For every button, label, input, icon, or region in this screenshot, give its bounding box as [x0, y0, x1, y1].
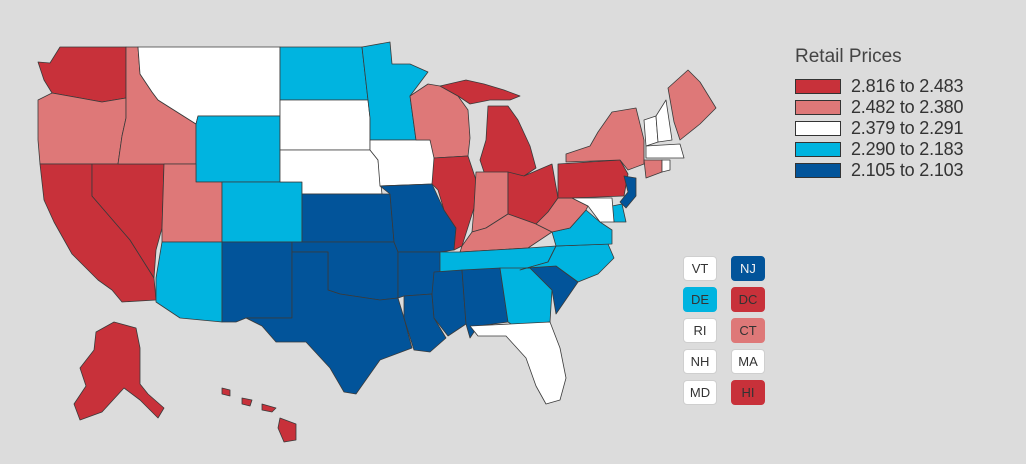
state-hi[interactable]: [221, 387, 297, 443]
small-state-boxes: VT NJ DE DC RI CT NH MA MD HI: [683, 256, 765, 405]
states-layer: [37, 41, 717, 443]
legend-label: 2.290 to 2.183: [851, 139, 964, 159]
state-box-dc[interactable]: DC: [731, 287, 765, 312]
state-ia[interactable]: [369, 139, 439, 187]
state-nd[interactable]: [279, 46, 369, 101]
legend-swatch: [795, 163, 841, 178]
state-ct[interactable]: [643, 159, 663, 179]
state-md[interactable]: [571, 197, 615, 223]
state-wi[interactable]: [409, 83, 471, 159]
state-box-nh[interactable]: NH: [683, 349, 717, 374]
legend: Retail Prices 2.816 to 2.483 2.482 to 2.3…: [795, 46, 964, 181]
state-box-nj[interactable]: NJ: [731, 256, 765, 281]
state-tx[interactable]: [245, 251, 413, 395]
legend-rows: 2.816 to 2.483 2.482 to 2.380 2.379 to 2.2…: [795, 76, 964, 181]
state-or[interactable]: [37, 92, 127, 165]
legend-label: 2.816 to 2.483: [851, 76, 964, 96]
legend-label: 2.379 to 2.291: [851, 118, 964, 138]
legend-label: 2.482 to 2.380: [851, 97, 964, 117]
state-wy[interactable]: [195, 115, 281, 183]
state-box-de[interactable]: DE: [683, 287, 717, 312]
legend-swatch: [795, 142, 841, 157]
state-mi[interactable]: [439, 79, 537, 179]
state-box-hi[interactable]: HI: [731, 380, 765, 405]
state-box-md[interactable]: MD: [683, 380, 717, 405]
legend-item: 2.290 to 2.183: [795, 139, 964, 160]
state-nj[interactable]: [619, 175, 637, 209]
state-box-ct[interactable]: CT: [731, 318, 765, 343]
state-nh[interactable]: [655, 99, 673, 143]
state-box-ri[interactable]: RI: [683, 318, 717, 343]
legend-item: 2.105 to 2.103: [795, 160, 964, 181]
legend-swatch: [795, 79, 841, 94]
legend-swatch: [795, 121, 841, 136]
legend-item: 2.816 to 2.483: [795, 76, 964, 97]
legend-title: Retail Prices: [795, 46, 902, 67]
state-box-vt[interactable]: VT: [683, 256, 717, 281]
state-vt[interactable]: [643, 115, 659, 147]
state-ks[interactable]: [301, 193, 395, 243]
legend-label: 2.105 to 2.103: [851, 160, 964, 180]
state-box-ma[interactable]: MA: [731, 349, 765, 374]
state-sd[interactable]: [279, 99, 371, 151]
legend-item: 2.482 to 2.380: [795, 97, 964, 118]
state-ri[interactable]: [661, 159, 671, 173]
state-mo[interactable]: [379, 183, 457, 253]
state-ma[interactable]: [645, 143, 685, 159]
state-az[interactable]: [155, 241, 223, 323]
legend-swatch: [795, 100, 841, 115]
state-ak[interactable]: [73, 321, 165, 421]
legend-item: 2.379 to 2.291: [795, 118, 964, 139]
state-nm[interactable]: [221, 241, 293, 323]
state-ny[interactable]: [565, 107, 645, 171]
state-fl[interactable]: [469, 321, 567, 405]
state-me[interactable]: [667, 69, 717, 141]
state-il[interactable]: [431, 155, 477, 251]
state-co[interactable]: [221, 181, 303, 243]
state-va[interactable]: [547, 209, 613, 263]
state-pa[interactable]: [557, 159, 629, 199]
